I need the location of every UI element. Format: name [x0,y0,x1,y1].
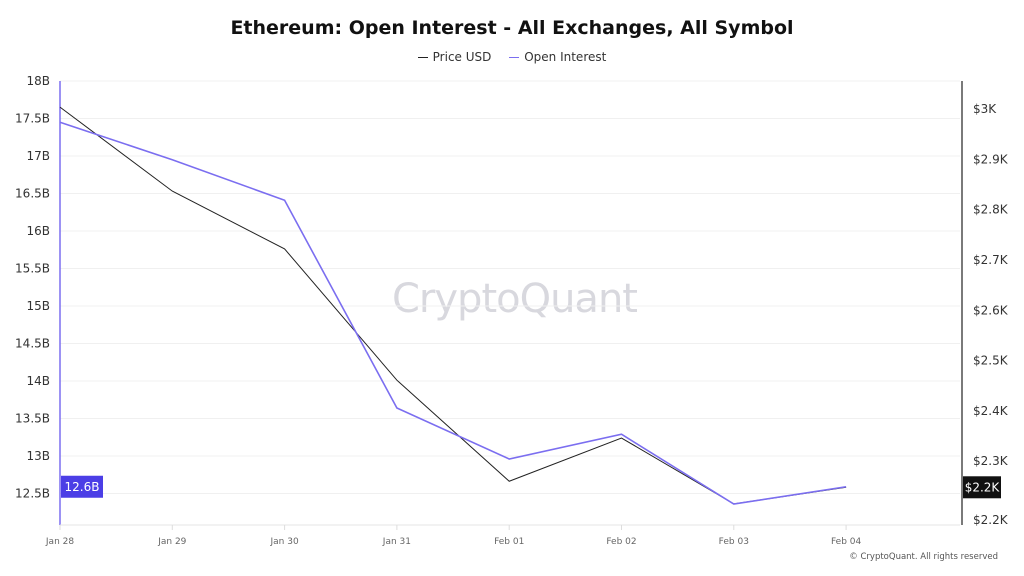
right-tick-label: $2.2K [973,513,1009,527]
current-oi-badge [61,475,103,498]
legend-price-label: Price USD [432,50,492,64]
left-tick-label: 16.5B [15,187,50,201]
current-price-label: $2.2K [965,480,1001,494]
left-tick-label: 12.5B [15,487,50,501]
right-tick-label: $2.4K [973,404,1009,418]
x-tick-label: Jan 31 [382,537,411,547]
legend-oi-swatch [509,56,520,59]
left-tick-label: 17.5B [15,112,50,126]
right-tick-label: $3K [973,102,997,116]
left-tick-label: 18B [26,74,50,88]
legend-oi[interactable]: Open Interest [509,50,606,64]
legend-price-swatch [417,56,428,59]
x-tick-label: Jan 30 [270,537,299,547]
x-tick-label: Jan 29 [157,537,186,547]
x-tick-label: Feb 02 [606,537,636,547]
left-tick-label: 14.5B [15,337,50,351]
x-tick-label: Feb 01 [494,537,524,547]
left-tick-label: 15.5B [15,262,50,276]
chart-title: Ethereum: Open Interest - All Exchanges,… [230,17,794,39]
x-tick-label: Feb 03 [719,537,749,547]
legend: Price USD Open Interest [0,50,1024,64]
left-tick-label: 17B [26,149,50,163]
right-tick-label: $2.7K [973,253,1009,267]
current-price-badge [963,476,1001,499]
watermark-logo: CryptoQuant [392,276,638,322]
right-tick-label: $2.3K [973,454,1009,468]
legend-oi-label: Open Interest [524,50,607,64]
legend-price[interactable]: Price USD [417,50,492,64]
left-tick-label: 15B [26,299,50,313]
left-tick-label: 13B [26,449,50,463]
x-tick-label: Feb 04 [831,537,862,547]
right-tick-label: $2.5K [973,354,1009,368]
right-tick-label: $2.9K [973,152,1009,166]
series-line-open-interest [59,121,847,505]
left-tick-label: 16B [26,224,50,238]
current-oi-label: 12.6B [65,480,100,494]
copyright: © CryptoQuant. All rights reserved [849,552,998,562]
left-tick-label: 13.5B [15,412,50,426]
left-tick-label: 14B [26,374,50,388]
right-tick-label: $2.6K [973,303,1009,317]
right-tick-label: $2.8K [973,203,1009,217]
x-tick-label: Jan 28 [45,537,74,547]
